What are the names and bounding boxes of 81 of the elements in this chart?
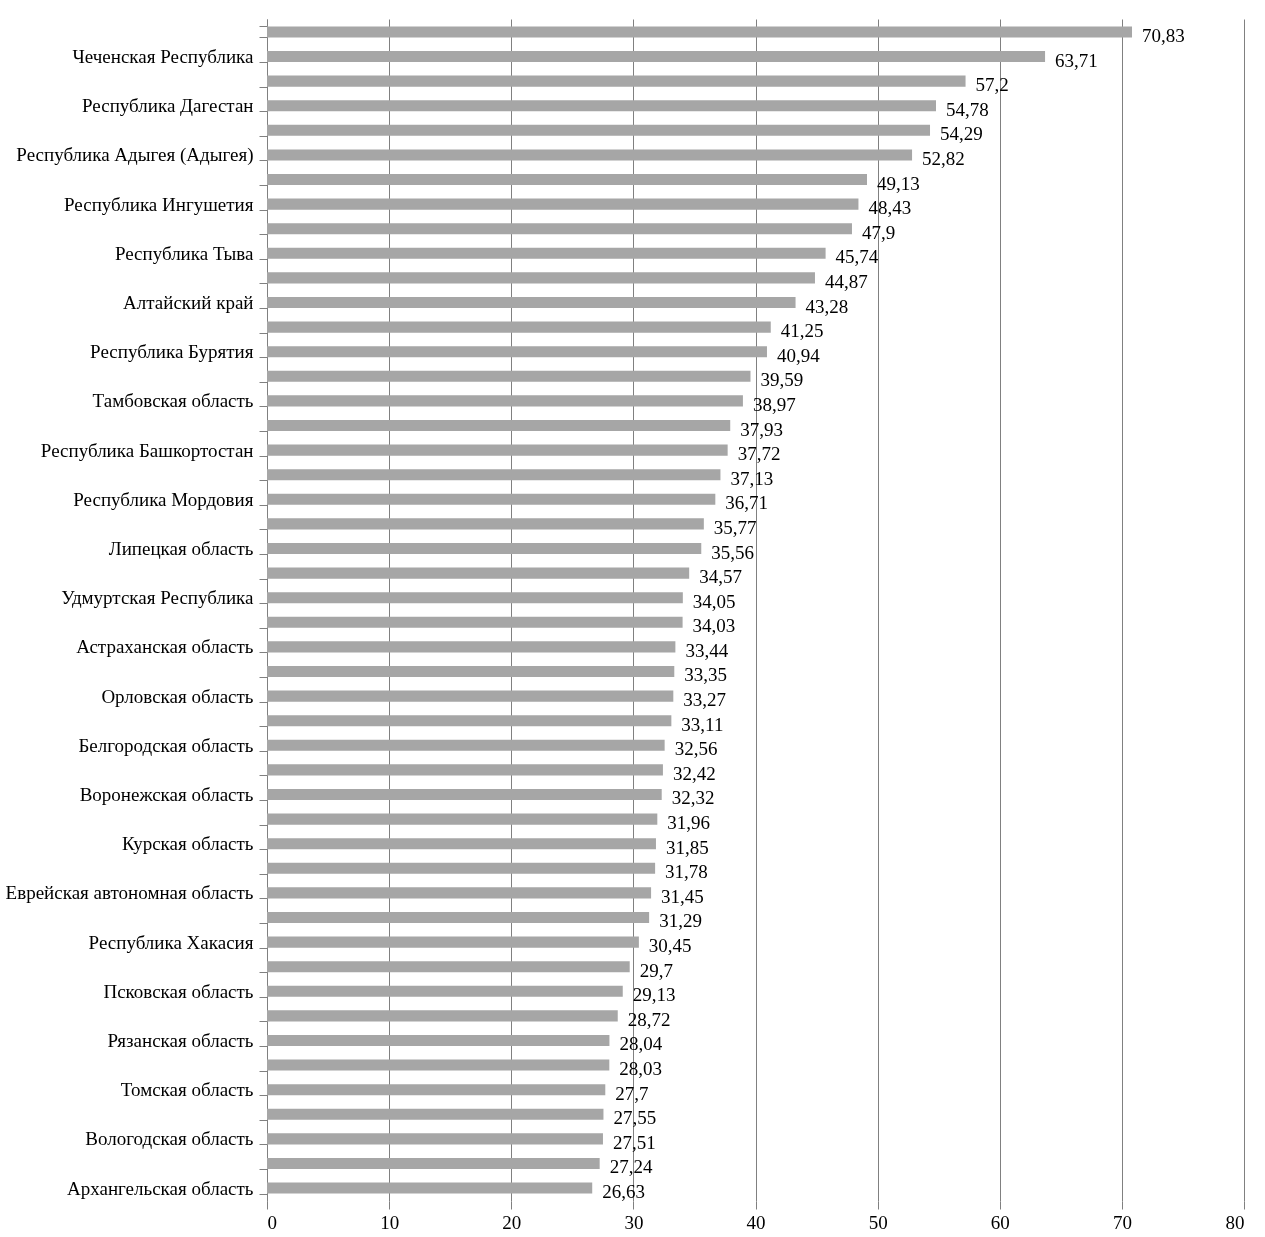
- data-label: 30,45: [648, 935, 692, 957]
- y-tick-label: Тамбовская область: [92, 390, 254, 412]
- data-label: 41,25: [780, 320, 824, 342]
- data-label: 45,74: [835, 246, 879, 268]
- x-tick-label: 60: [990, 1211, 1010, 1233]
- y-tick-label: Архангельская область: [66, 1177, 254, 1199]
- data-label: 36,71: [725, 492, 769, 514]
- y-tick-label: Чеченская Республика: [72, 46, 255, 68]
- x-tick-label: 30: [624, 1211, 644, 1233]
- y-tick-label: Республика Адыгея (Адыгея): [16, 144, 254, 167]
- y-tick-label: Вологодская область: [85, 1128, 254, 1150]
- data-label: 33,35: [684, 664, 728, 686]
- y-tick-label: Псковская область: [103, 980, 254, 1002]
- y-tick-label: Томская область: [120, 1079, 254, 1101]
- x-tick-label: 20: [502, 1211, 522, 1233]
- y-tick-label: Республика Дагестан: [82, 95, 254, 117]
- data-label: 57,2: [975, 74, 1009, 96]
- data-label: 39,59: [760, 369, 804, 391]
- y-tick-label: Республика Бурятия: [90, 341, 254, 363]
- data-label: 54,78: [946, 98, 989, 120]
- data-label: 35,56: [711, 541, 755, 563]
- data-label: 27,51: [612, 1131, 656, 1153]
- y-tick-label: Липецкая область: [108, 538, 254, 559]
- data-label: 33,11: [681, 713, 724, 735]
- data-label: 29,7: [639, 959, 673, 981]
- x-tick-label: 70: [1112, 1211, 1132, 1233]
- data-label: 31,45: [661, 885, 704, 907]
- y-tick-label: Республика Ингушетия: [64, 193, 254, 215]
- data-label: 70,83: [1142, 24, 1185, 46]
- y-tick-label: Астраханская область: [76, 636, 254, 658]
- data-label: 33,44: [685, 639, 729, 661]
- data-label: 28,72: [627, 1008, 671, 1030]
- data-label: 31,96: [667, 812, 711, 834]
- data-label: 35,77: [713, 516, 757, 538]
- x-tick-label: 10: [380, 1211, 400, 1233]
- data-label: 31,78: [665, 861, 708, 883]
- y-tick-label: Удмуртская Республика: [61, 587, 255, 609]
- data-label: 33,27: [683, 689, 727, 711]
- data-label: 37,13: [730, 467, 774, 489]
- data-label: 34,57: [699, 566, 742, 588]
- data-label: 40,94: [776, 344, 821, 366]
- x-tick-label: 50: [868, 1211, 888, 1233]
- data-label: 27,55: [613, 1107, 657, 1129]
- y-tick-label: Алтайский край: [123, 292, 254, 314]
- y-tick-label: Белгородская область: [78, 734, 254, 756]
- y-tick-label: Орловская область: [101, 685, 254, 707]
- data-label: 32,32: [671, 787, 715, 809]
- x-tick-label: 80: [1225, 1211, 1245, 1233]
- data-label: 48,43: [868, 197, 912, 219]
- data-label: 28,04: [619, 1033, 663, 1055]
- x-tick-label: 40: [746, 1211, 766, 1233]
- data-label: 34,05: [692, 590, 736, 612]
- data-label: 54,29: [940, 123, 983, 145]
- data-label: 31,29: [659, 910, 702, 932]
- data-label: 44,87: [824, 270, 868, 292]
- y-tick-label: Рязанская область: [107, 1029, 254, 1051]
- y-tick-label: Республика Тыва: [114, 242, 255, 264]
- data-label: 31,85: [665, 836, 709, 858]
- data-label: 27,24: [609, 1156, 653, 1178]
- y-tick-label: Воронежская область: [79, 784, 254, 805]
- x-tick-label: 0: [267, 1211, 277, 1233]
- y-tick-label: Республика Хакасия: [88, 931, 254, 953]
- y-tick-label: Еврейская автономная область: [5, 882, 254, 904]
- data-label: 52,82: [922, 147, 965, 169]
- data-label: 63,71: [1055, 49, 1098, 71]
- y-tick-label: Республика Мордовия: [73, 488, 254, 510]
- data-label: 47,9: [861, 221, 896, 243]
- data-label: 43,28: [805, 295, 849, 317]
- y-tick-label: Республика Башкортостан: [40, 439, 254, 461]
- data-label: 34,03: [692, 615, 736, 637]
- data-label: 32,56: [674, 738, 718, 760]
- data-label: 29,13: [632, 984, 676, 1006]
- data-label: 27,7: [615, 1082, 649, 1104]
- data-label: 26,63: [602, 1181, 645, 1203]
- data-label: 28,03: [619, 1058, 663, 1080]
- data-label: 38,97: [752, 393, 796, 415]
- data-label: 37,93: [740, 418, 783, 440]
- data-label: 37,72: [737, 443, 781, 465]
- data-label: 32,42: [672, 762, 716, 784]
- data-label: 49,13: [877, 172, 920, 194]
- y-tick-label: Курская область: [121, 833, 254, 855]
